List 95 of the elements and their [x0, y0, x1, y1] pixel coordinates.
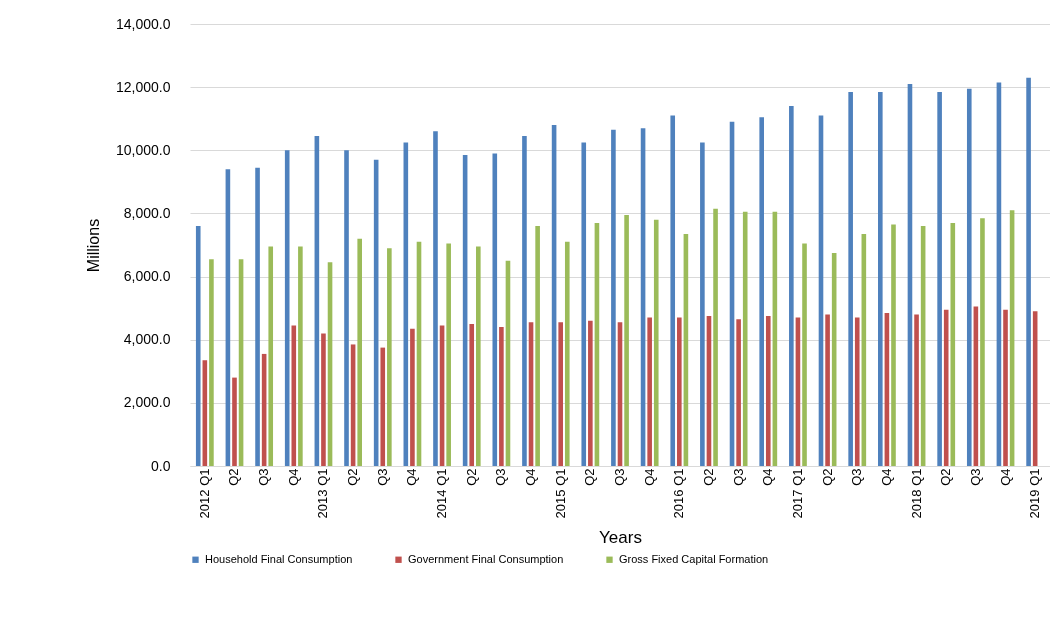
x-tick-label: Q4: [878, 468, 894, 486]
x-tick-label: Q3: [612, 468, 627, 486]
x-tick-label: Q2: [345, 468, 361, 486]
bar: [759, 117, 764, 466]
bar: [209, 259, 214, 466]
bar: [298, 246, 303, 466]
bar: [891, 224, 896, 466]
bar: [357, 238, 362, 466]
x-tick-label: Q4: [285, 468, 301, 486]
bar: [232, 377, 237, 466]
bar: [446, 243, 451, 466]
bar: [670, 115, 676, 466]
bar: [914, 314, 919, 466]
x-tick-label: Q2: [938, 468, 954, 486]
bar: [268, 246, 274, 466]
legend-label: Government Final Consumption: [408, 552, 564, 565]
x-tick-label: Q3: [374, 468, 390, 486]
bar: [522, 136, 527, 466]
legend-label: Household Final Consumption: [205, 552, 353, 565]
bar: [195, 226, 201, 466]
x-tick-label: Q2: [700, 468, 716, 486]
bar: [677, 317, 682, 466]
legend-label: Gross Fixed Capital Formation: [619, 552, 769, 565]
bar: [937, 91, 942, 466]
bar: [789, 106, 794, 466]
bar: [802, 243, 807, 466]
bar: [380, 347, 386, 466]
bar: [980, 218, 985, 466]
x-tick-label: Q3: [493, 468, 509, 486]
x-tick-label: 2014 Q1: [434, 468, 450, 519]
y-tick-label: 12,000.0: [116, 78, 171, 95]
bar: [476, 246, 481, 466]
bar: [564, 241, 570, 466]
x-tick-label: 2019 Q1: [1027, 468, 1043, 519]
bar: [647, 317, 652, 466]
bar: [611, 129, 616, 466]
y-tick-label: 8,000.0: [123, 204, 171, 221]
y-tick-label: 6,000.0: [123, 268, 171, 285]
x-tick-label: Q2: [582, 468, 598, 486]
bar: [742, 211, 748, 466]
bar: [713, 208, 718, 466]
x-axis-title: Years: [599, 528, 642, 548]
bar: [535, 226, 540, 466]
x-tick-label: 2013 Q1: [315, 468, 331, 519]
x-tick-label: 2018 Q1: [908, 468, 924, 519]
x-tick-label: Q3: [730, 468, 746, 486]
bar: [387, 248, 392, 466]
bar: [653, 219, 659, 466]
bar: [492, 153, 498, 466]
bar: [499, 327, 504, 466]
x-tick-label: Q3: [849, 468, 865, 486]
bar: [255, 167, 260, 466]
x-tick-label: Q4: [760, 468, 776, 486]
x-tick-label: Q2: [463, 468, 479, 486]
x-tick-label: Q2: [819, 468, 835, 486]
x-tick-label: Q3: [967, 468, 983, 486]
bar: [1003, 309, 1008, 466]
x-tick-label: Q2: [226, 468, 242, 486]
x-tick-label: 2012 Q1: [196, 468, 212, 519]
bar: [848, 91, 853, 466]
x-tick-label: Q4: [997, 468, 1013, 486]
y-tick-label: 10,000.0: [116, 141, 171, 158]
x-tick-label: 2016 Q1: [671, 468, 687, 519]
bar: [966, 88, 972, 466]
bar: [321, 333, 326, 466]
bar: [943, 309, 949, 466]
bar: [469, 323, 475, 466]
bar: [433, 131, 438, 466]
x-tick-label: Q4: [641, 468, 657, 486]
bar: [291, 325, 297, 466]
bar: [558, 322, 563, 466]
bar: [765, 316, 771, 466]
bar: [736, 319, 741, 466]
y-tick-label: 2,000.0: [123, 394, 171, 411]
bar: [700, 142, 705, 466]
bar: [950, 222, 956, 466]
bar: [581, 142, 587, 466]
y-tick-label: 0.0: [151, 457, 171, 474]
bar: [878, 91, 883, 466]
x-tick-label: 2015 Q1: [552, 468, 568, 519]
bar: [344, 150, 349, 466]
bar: [410, 328, 415, 466]
bar: [624, 215, 629, 466]
bar: [854, 317, 860, 466]
bar: [284, 150, 290, 466]
bar: [588, 320, 593, 466]
x-tick-label: Q4: [404, 468, 420, 486]
x-tick-label: Q3: [256, 468, 272, 486]
bar: [1026, 77, 1031, 466]
x-tick-label: 2017 Q1: [789, 468, 805, 519]
y-tick-label: 14,000.0: [116, 15, 171, 32]
y-axis-title: Millions: [85, 218, 102, 273]
bar: [825, 314, 830, 466]
y-tick-label: 4,000.0: [123, 331, 171, 348]
x-tick-label: Q4: [523, 468, 539, 486]
